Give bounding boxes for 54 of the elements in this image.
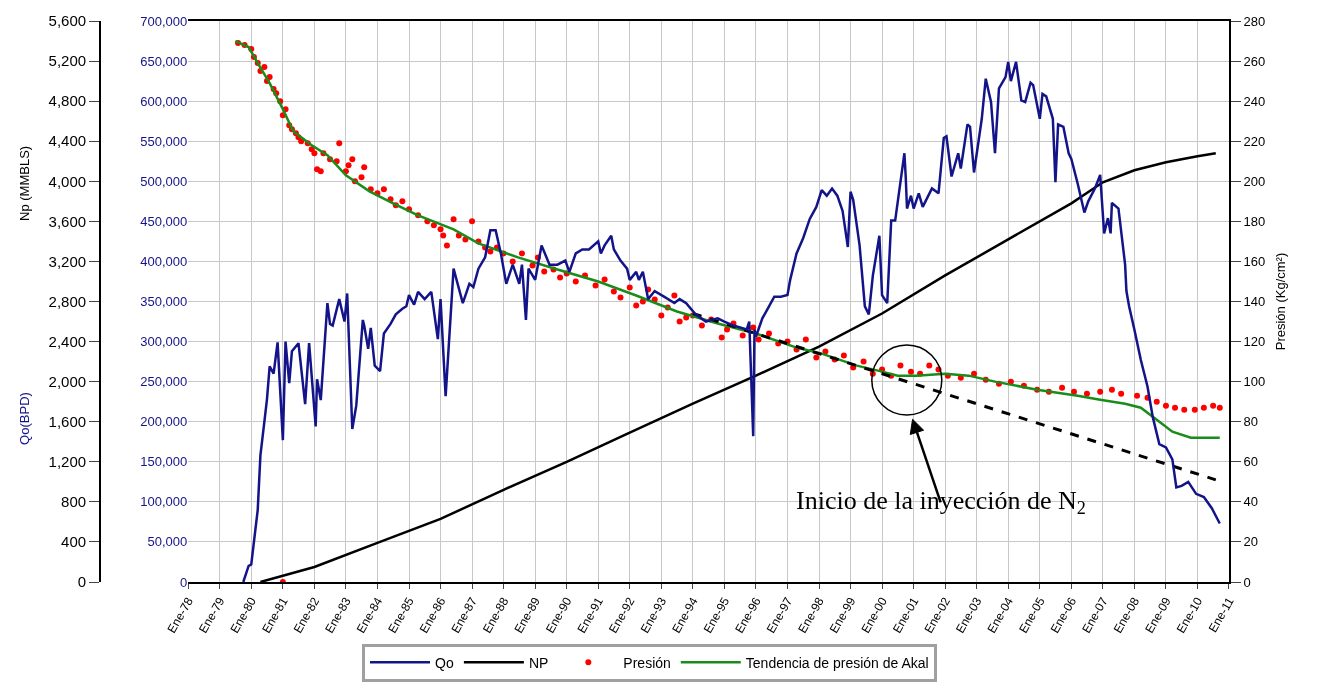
y-tick-label: 2,400 bbox=[48, 332, 87, 350]
y2-tick-label: 180 bbox=[1243, 213, 1266, 229]
y2-tick-label: 60 bbox=[1243, 454, 1259, 470]
y3-axis-title: Qo(BPD) bbox=[17, 392, 33, 445]
y2-tick-label: 0 bbox=[1243, 574, 1251, 590]
y-axis-title: Np (MMBLS) bbox=[17, 145, 33, 221]
y2-axis-title: Presión (Kg/cm²) bbox=[1273, 252, 1289, 351]
y2-tick-label: 240 bbox=[1243, 93, 1266, 109]
y-tick-label: 4,800 bbox=[48, 92, 87, 110]
y3-tick-label: 150,000 bbox=[140, 454, 188, 470]
legend-label: Presión bbox=[623, 654, 671, 671]
legend-label: Qo bbox=[435, 654, 454, 671]
y-tick-label: 3,200 bbox=[48, 252, 87, 270]
y3-tick-label: 700,000 bbox=[140, 13, 188, 29]
y3-tick-label: 250,000 bbox=[140, 374, 188, 390]
y3-tick-label: 50,000 bbox=[147, 534, 188, 550]
y2-tick-label: 20 bbox=[1243, 534, 1259, 550]
y3-tick-label: 350,000 bbox=[140, 294, 188, 310]
y3-tick-label: 100,000 bbox=[140, 494, 188, 510]
y3-tick-label: 550,000 bbox=[140, 133, 188, 149]
y2-tick-label: 40 bbox=[1243, 494, 1259, 510]
y-tick-label: 800 bbox=[61, 493, 87, 511]
y2-tick-label: 140 bbox=[1243, 294, 1266, 310]
y-tick-label: 4,400 bbox=[48, 132, 87, 150]
y3-tick-label: 400,000 bbox=[140, 253, 188, 269]
y-tick-label: 3,600 bbox=[48, 212, 87, 230]
y2-tick-label: 280 bbox=[1243, 13, 1266, 29]
y3-tick-label: 500,000 bbox=[140, 173, 188, 189]
y-tick-label: 5,200 bbox=[48, 52, 87, 70]
y2-tick-label: 100 bbox=[1243, 374, 1266, 390]
y2-tick-label: 200 bbox=[1243, 173, 1266, 189]
y-tick-label: 1,200 bbox=[48, 453, 87, 471]
annotation: Inicio de la inyección de N$_{2}$ bbox=[796, 486, 1086, 519]
y3-tick-label: 300,000 bbox=[140, 334, 188, 350]
legend-label: Tendencia de presión de Akal bbox=[745, 654, 929, 671]
y2-tick-label: 160 bbox=[1243, 253, 1266, 269]
y-tick-label: 1,600 bbox=[48, 412, 87, 430]
y3-tick-label: 650,000 bbox=[140, 53, 188, 69]
y2-tick-label: 260 bbox=[1243, 53, 1266, 69]
y2-tick-label: 120 bbox=[1243, 334, 1266, 350]
y-tick-label: 5,600 bbox=[48, 12, 87, 30]
y3-tick-label: 450,000 bbox=[140, 213, 188, 229]
y-tick-label: 0 bbox=[77, 573, 87, 591]
y3-tick-label: 200,000 bbox=[140, 414, 188, 430]
y3-tick-label: 600,000 bbox=[140, 93, 188, 109]
y-tick-label: 400 bbox=[61, 533, 87, 551]
legend-label: NP bbox=[528, 654, 549, 671]
y-tick-label: 4,000 bbox=[48, 172, 87, 190]
y2-tick-label: 80 bbox=[1243, 414, 1259, 430]
line-series bbox=[234, 39, 1222, 439]
y-tick-label: 2,800 bbox=[48, 292, 87, 310]
y2-tick-label: 220 bbox=[1243, 133, 1266, 149]
y-tick-label: 2,000 bbox=[48, 372, 87, 390]
y3-tick-label: 0 bbox=[179, 574, 188, 590]
